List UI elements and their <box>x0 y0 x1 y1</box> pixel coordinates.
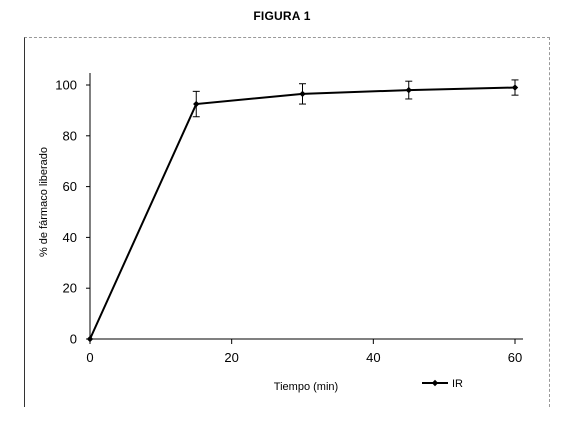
y-tick-label: 20 <box>63 281 77 296</box>
x-tick-label: 0 <box>86 350 93 365</box>
data-point <box>299 90 306 98</box>
y-tick-label: 0 <box>70 332 77 347</box>
legend-marker <box>431 379 439 387</box>
data-point <box>511 84 519 91</box>
x-tick-label: 60 <box>508 350 522 365</box>
y-tick-label: 80 <box>63 128 77 143</box>
x-tick-label: 40 <box>366 350 380 365</box>
data-point <box>193 100 200 108</box>
data-point <box>86 335 94 343</box>
legend-label: IR <box>452 378 463 390</box>
figure-title: FIGURA 1 <box>253 9 311 23</box>
chart-frame <box>24 37 550 407</box>
y-tick-label: 40 <box>63 230 77 245</box>
y-axis-title: % de fármaco liberado <box>38 147 50 257</box>
y-tick-label: 60 <box>63 179 77 194</box>
x-tick-label: 20 <box>224 350 238 365</box>
x-axis-title: Tiempo (min) <box>274 381 338 393</box>
series-line <box>89 86 516 340</box>
y-tick-label: 100 <box>55 78 77 93</box>
data-point <box>405 86 412 94</box>
